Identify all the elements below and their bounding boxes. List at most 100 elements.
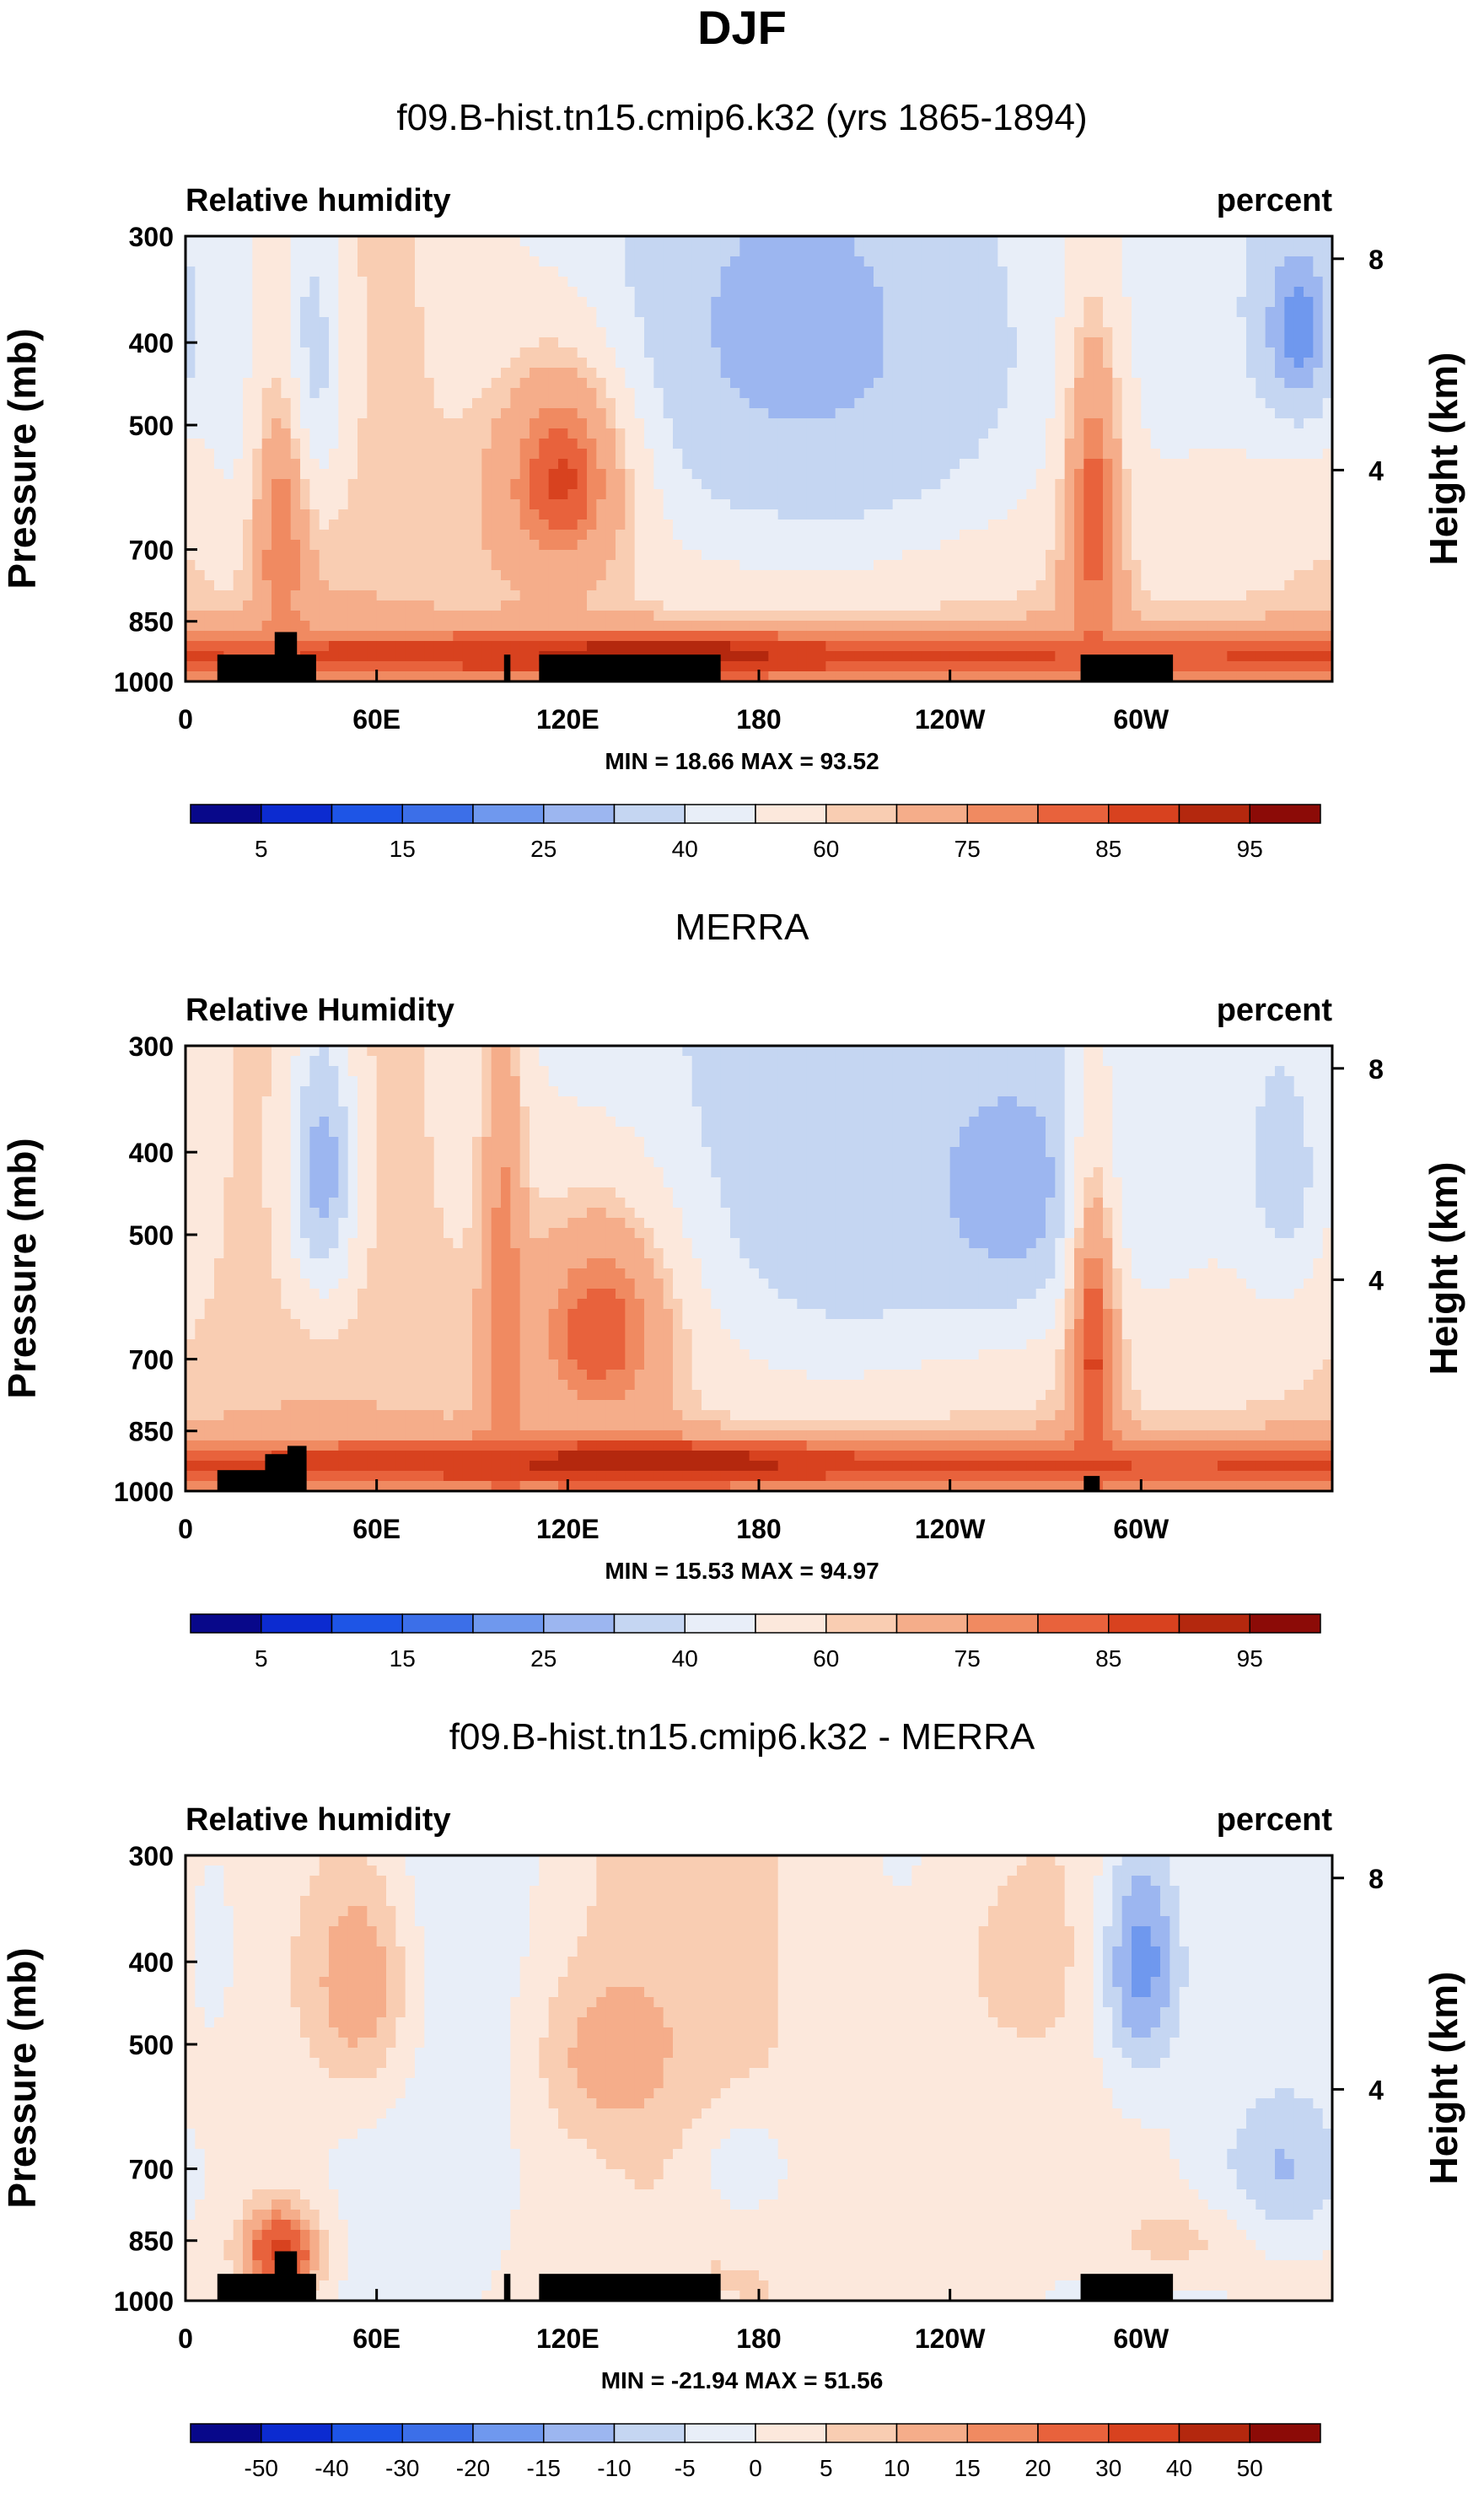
field-cell [1121, 550, 1132, 561]
field-cell [444, 449, 454, 460]
field-cell [472, 489, 482, 500]
field-cell [510, 550, 521, 561]
field-cell [243, 631, 253, 642]
field-cell [558, 530, 568, 541]
field-cell [347, 580, 358, 591]
field-cell [921, 540, 932, 551]
field-cell [691, 256, 702, 267]
field-cell [1093, 631, 1104, 642]
field-cell [605, 449, 616, 460]
field-cell [1189, 611, 1199, 622]
field-cell [548, 560, 559, 571]
field-cell [1074, 327, 1084, 338]
field-cell [730, 469, 740, 480]
field-cell [1313, 489, 1324, 500]
field-cell [682, 358, 693, 369]
field-cell [644, 621, 654, 632]
field-cell [605, 267, 616, 277]
field-cell [653, 317, 664, 328]
field-cell [653, 347, 664, 358]
field-cell [1132, 449, 1142, 460]
field-cell [960, 418, 970, 429]
field-cell [874, 509, 884, 520]
field-cell [1246, 408, 1256, 419]
field-cell [816, 449, 826, 460]
field-cell [1064, 590, 1075, 601]
field-cell [616, 499, 626, 510]
field-cell [902, 550, 912, 561]
field-cell [730, 246, 740, 257]
field-cell [424, 398, 435, 409]
field-cell [481, 449, 492, 460]
field-cell [1141, 469, 1152, 480]
field-cell [501, 256, 511, 267]
field-cell [405, 530, 416, 541]
field-cell [902, 297, 912, 308]
field-cell [673, 580, 683, 591]
field-cell [453, 358, 464, 369]
field-cell [491, 570, 502, 581]
field-cell [1103, 428, 1113, 439]
field-cell [281, 590, 292, 601]
field-cell [739, 307, 750, 318]
field-cell [1121, 246, 1132, 257]
field-cell [845, 358, 855, 369]
field-cell [988, 459, 998, 470]
field-cell [892, 580, 903, 591]
field-cell [1265, 469, 1276, 480]
field-cell [1112, 520, 1123, 530]
field-cell [510, 327, 521, 338]
field-cell [195, 337, 206, 348]
field-cell [395, 600, 406, 611]
field-cell [1293, 631, 1304, 642]
field-cell [653, 570, 664, 581]
field-cell [596, 246, 607, 257]
field-cell [702, 418, 712, 429]
field-cell [491, 530, 502, 541]
field-cell [949, 327, 960, 338]
field-cell [1227, 236, 1238, 247]
field-cell [433, 651, 444, 662]
field-cell [797, 600, 808, 611]
field-cell [519, 611, 530, 622]
field-cell [1207, 611, 1218, 622]
field-cell [319, 398, 330, 409]
field-cell [1169, 337, 1180, 348]
field-cell [1074, 449, 1084, 460]
field-cell [988, 418, 998, 429]
field-cell [1150, 398, 1161, 409]
field-cell [1284, 368, 1295, 379]
field-cell [1284, 267, 1295, 277]
field-cell [605, 439, 616, 450]
field-cell [797, 297, 808, 308]
field-cell [338, 327, 349, 338]
field-cell [405, 651, 416, 662]
field-cell [806, 449, 817, 460]
field-cell [347, 277, 358, 288]
field-cell [892, 509, 903, 520]
field-cell [1293, 560, 1304, 571]
field-cell [749, 378, 760, 389]
field-cell [605, 297, 616, 308]
field-cell [1160, 418, 1170, 429]
field-cell [616, 590, 626, 601]
field-cell [921, 530, 932, 541]
field-cell [1121, 267, 1132, 277]
field-cell [1160, 256, 1170, 267]
field-cell [309, 530, 320, 541]
field-cell [1313, 347, 1324, 358]
field-cell [204, 307, 215, 318]
field-cell [644, 277, 654, 288]
field-cell [1179, 267, 1190, 277]
field-cell [539, 236, 550, 247]
field-cell [433, 530, 444, 541]
field-cell [673, 560, 683, 571]
field-cell [825, 580, 836, 591]
field-cell [1198, 530, 1209, 541]
field-cell [892, 246, 903, 257]
field-cell [290, 236, 301, 247]
field-cell [1064, 307, 1075, 318]
field-cell [530, 388, 540, 399]
field-cell [605, 408, 616, 419]
field-cell [835, 317, 846, 328]
